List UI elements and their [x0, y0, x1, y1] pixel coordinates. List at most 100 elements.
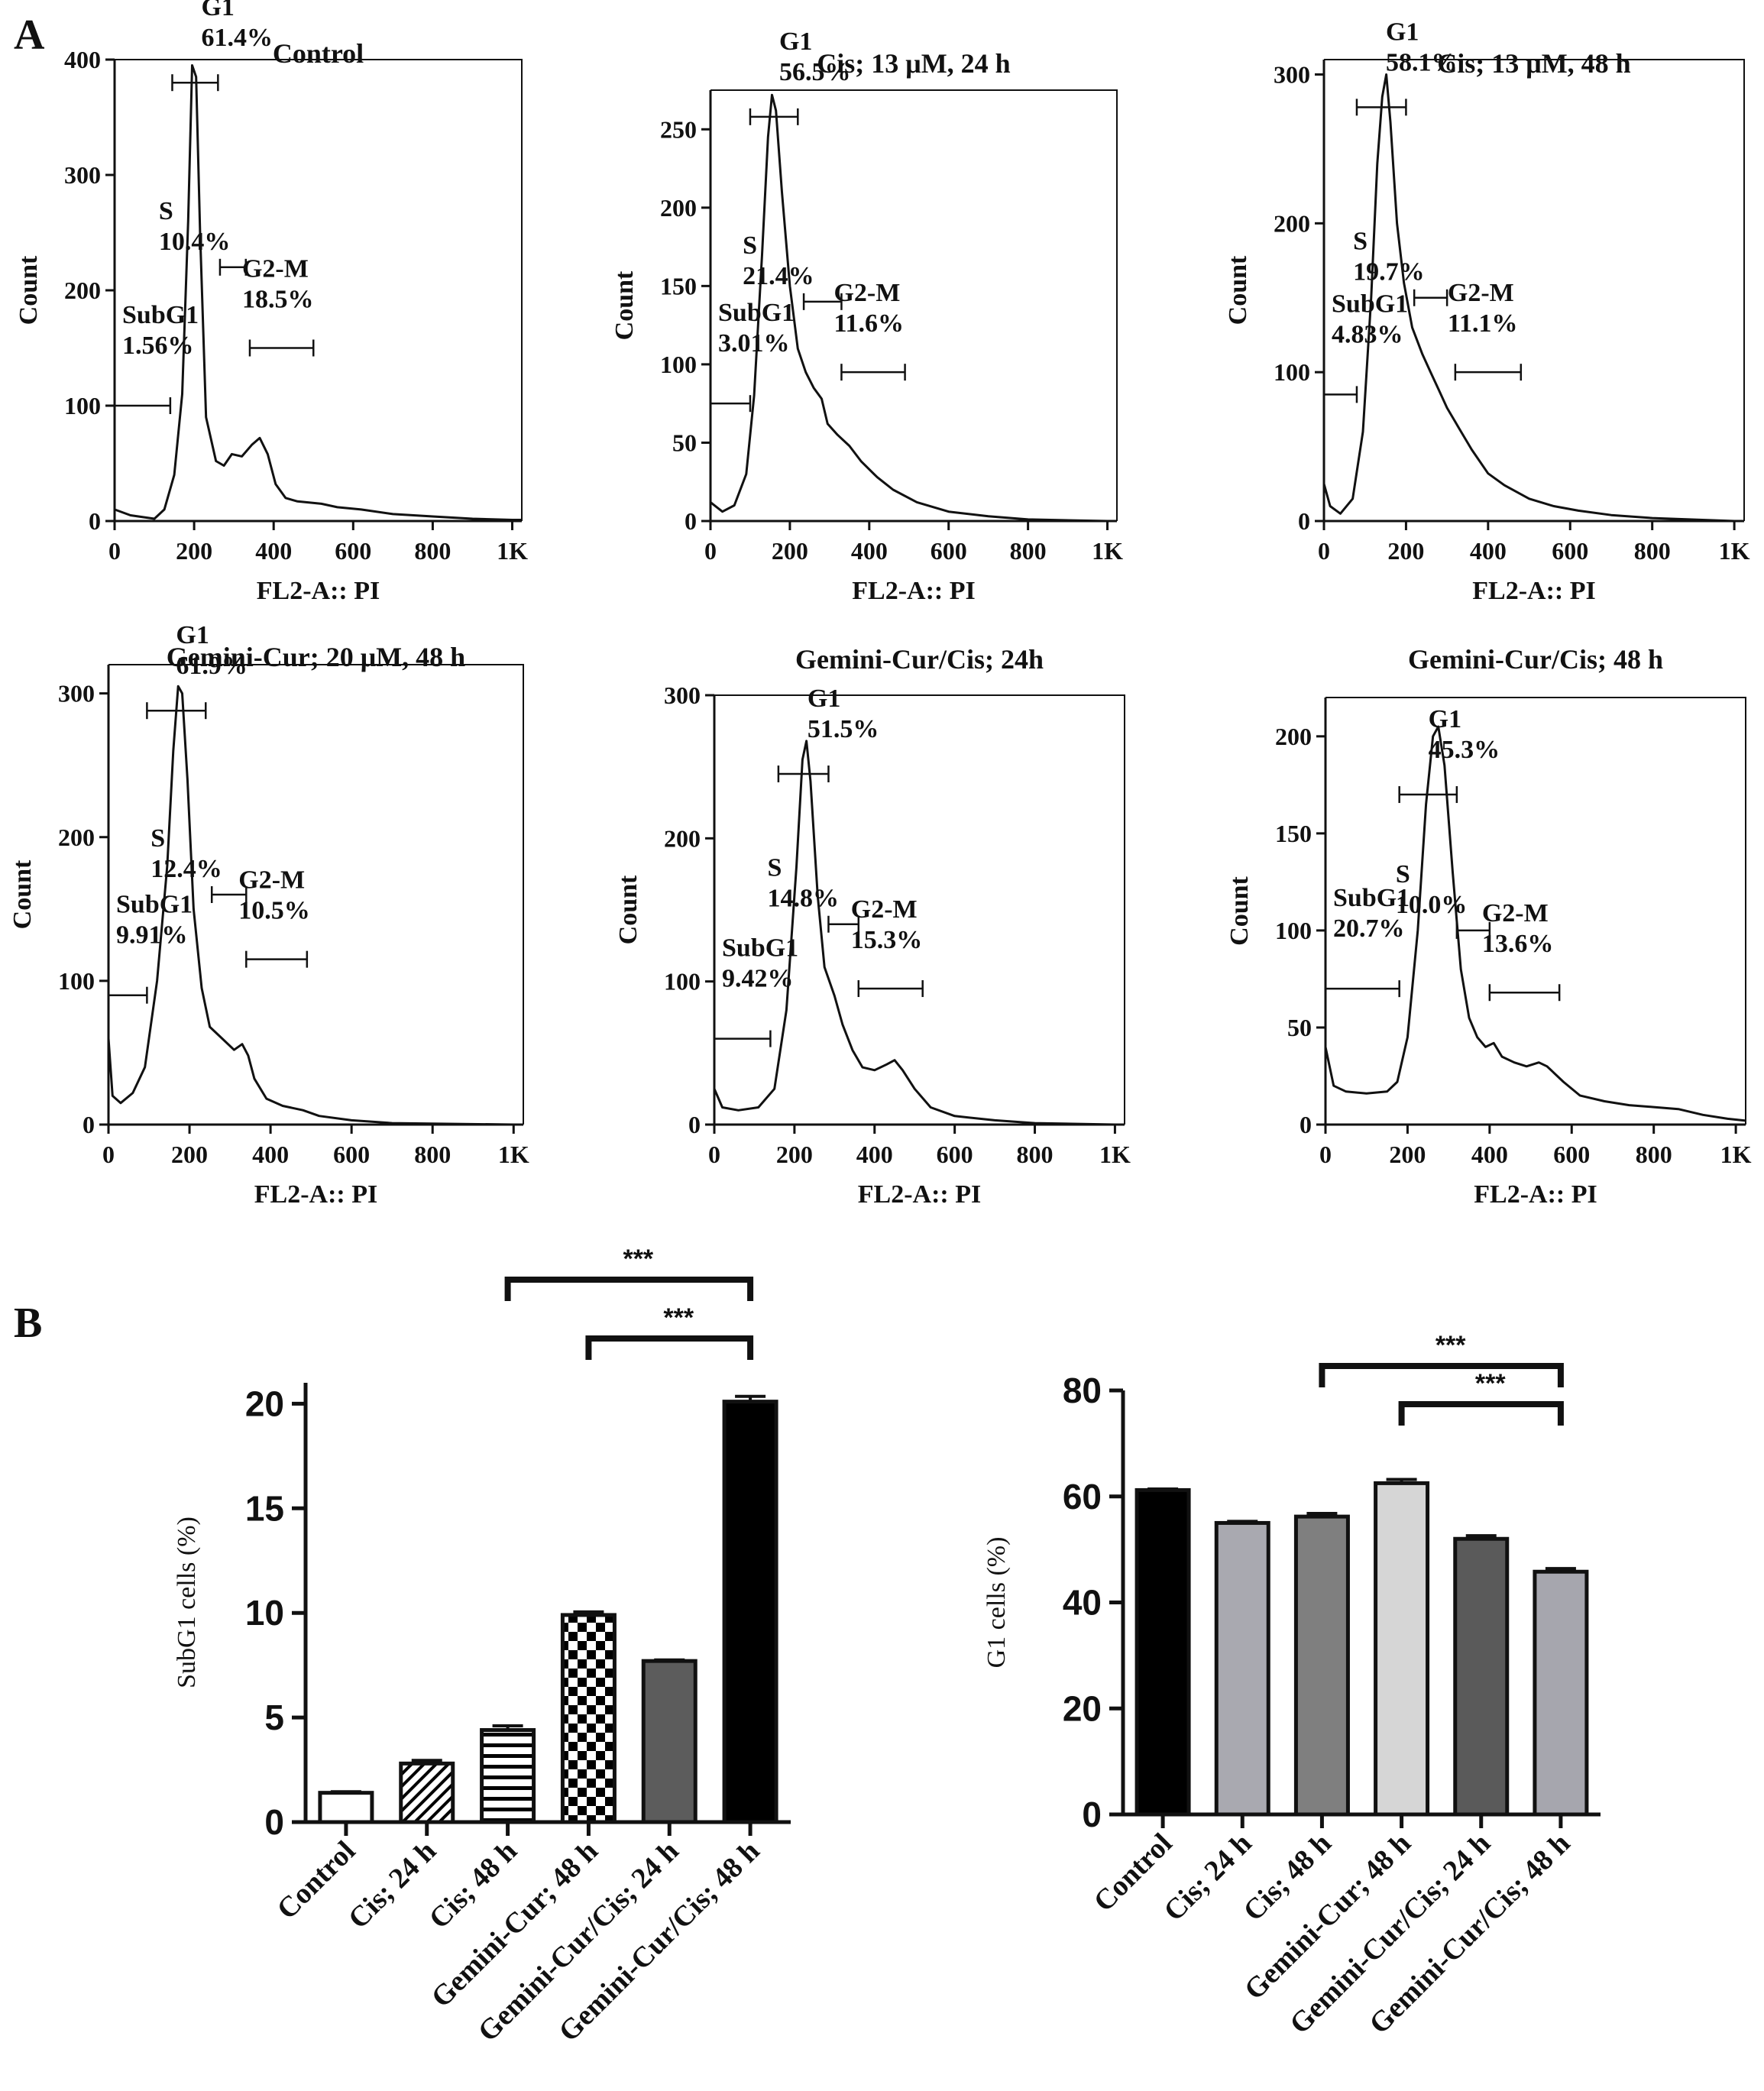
- x-axis-label: FL2-A:: PI: [257, 577, 380, 605]
- x-axis-label: FL2-A:: PI: [852, 577, 975, 605]
- x-tick-label: 600: [931, 537, 967, 565]
- histogram-hist-cis-24: Cis; 13 μM, 24 h 0 50 100 150 200 250 0 200 400 60…: [610, 28, 1123, 605]
- histogram-hist-control: Control 0 100 200 300 400 0 200 400 600 800 1K FL2-A…: [15, 0, 528, 605]
- y-tick-label: 100: [664, 968, 701, 995]
- y-axis-label: Count: [614, 875, 642, 944]
- x-tick-label: 1K: [497, 537, 528, 565]
- category-label: Cis; 24 h: [342, 1835, 442, 1935]
- y-tick-label: 20: [1063, 1688, 1102, 1728]
- significance-label: ***: [1475, 1369, 1506, 1398]
- y-tick-label: 20: [245, 1384, 284, 1423]
- y-tick-label: 200: [1274, 209, 1310, 237]
- gate-percent: 58.1%: [1386, 48, 1458, 76]
- x-tick-label: 200: [1389, 1141, 1426, 1168]
- y-tick-label: 300: [64, 161, 101, 189]
- y-tick-label: 0: [685, 507, 697, 535]
- histogram-trace: [114, 64, 522, 521]
- gate-s: S21.4%: [743, 231, 843, 310]
- plot-frame: [714, 694, 1125, 1125]
- y-tick-label: 0: [89, 507, 101, 535]
- gate-percent: 19.7%: [1353, 258, 1425, 286]
- gate-name: SubG1: [116, 891, 193, 919]
- y-axis-label: SubG1 cells (%): [173, 1516, 201, 1688]
- plot-title: Gemini-Cur; 20 μM, 48 h: [167, 642, 465, 672]
- gate-percent: 10.4%: [159, 228, 231, 256]
- bar-4: [1374, 1481, 1430, 1817]
- x-tick-label: 0: [1318, 537, 1330, 565]
- y-tick-label: 300: [1274, 60, 1310, 88]
- x-tick-label: 0: [704, 537, 717, 565]
- gate-percent: 45.3%: [1429, 736, 1500, 764]
- gate-percent: 56.5%: [779, 58, 851, 86]
- gate-percent: 11.6%: [833, 309, 904, 338]
- y-axis-label: Count: [610, 270, 639, 340]
- y-tick-label: 100: [1274, 358, 1310, 386]
- panel-label-a: A: [14, 11, 45, 59]
- y-axis-label: Count: [8, 859, 37, 929]
- x-tick-label: 400: [1470, 537, 1507, 565]
- bar-5: [641, 1659, 698, 1824]
- bar-1: [1134, 1487, 1191, 1817]
- gate-g2-m: G2-M11.6%: [833, 279, 906, 381]
- y-tick-label: 5: [264, 1698, 284, 1737]
- x-tick-label: 400: [851, 537, 888, 565]
- gate-name: S: [743, 231, 757, 260]
- significance-bracket: [1319, 1363, 1564, 1387]
- gate-name: G2-M: [242, 255, 309, 283]
- gate-name: S: [159, 197, 173, 225]
- histogram-trace: [710, 93, 1117, 523]
- plot-title: Gemini-Cur/Cis; 48 h: [1408, 644, 1663, 675]
- gate-g1: G1 61.9%: [146, 621, 248, 720]
- x-axis-label: FL2-A:: PI: [1472, 577, 1595, 605]
- gate-s: S 10.4%: [159, 197, 248, 276]
- x-tick-label: 400: [255, 537, 292, 565]
- y-tick-label: 200: [660, 194, 697, 222]
- gate-percent: 11.1%: [1448, 309, 1518, 338]
- y-tick-label: 0: [1300, 1111, 1312, 1138]
- gate-name: G1: [176, 621, 209, 649]
- x-tick-label: 0: [708, 1141, 720, 1168]
- x-tick-label: 600: [1553, 1141, 1590, 1168]
- x-tick-label: 200: [176, 537, 212, 565]
- panel-label-b: B: [14, 1300, 42, 1347]
- gate-name: S: [1353, 228, 1368, 256]
- x-axis-label: FL2-A:: PI: [858, 1180, 981, 1209]
- gate-g2-m: G2-M11.1%: [1448, 279, 1523, 381]
- x-tick-label: 1K: [498, 1141, 529, 1168]
- gate-name: SubG1: [122, 301, 199, 329]
- bar-6: [1533, 1569, 1589, 1817]
- significance-bracket: [1398, 1401, 1564, 1426]
- y-tick-label: 0: [83, 1111, 95, 1138]
- y-tick-label: 0: [1298, 507, 1310, 535]
- y-tick-label: 100: [660, 351, 697, 378]
- plot-frame: [710, 89, 1118, 521]
- plot-frame: [115, 59, 523, 521]
- y-tick-label: 80: [1063, 1371, 1102, 1410]
- y-tick-label: 150: [1275, 820, 1312, 847]
- gate-g2-m: G2-M 18.5%: [242, 255, 315, 357]
- bar-5: [1453, 1536, 1510, 1817]
- gate-name: G2-M: [851, 895, 918, 924]
- gate-percent: 9.91%: [116, 921, 188, 950]
- gate-name: G1: [1429, 705, 1461, 733]
- x-tick-label: 400: [252, 1141, 289, 1168]
- gate-g2-m: G2-M15.3%: [851, 895, 924, 998]
- y-tick-label: 40: [1063, 1583, 1102, 1623]
- gate-s: S10.0%: [1396, 860, 1491, 939]
- y-tick-label: 50: [1287, 1014, 1312, 1041]
- gate-percent: 61.4%: [201, 24, 273, 52]
- gate-percent: 18.5%: [242, 286, 314, 314]
- x-tick-label: 200: [776, 1141, 813, 1168]
- x-tick-label: 200: [171, 1141, 208, 1168]
- gate-percent: 1.56%: [122, 332, 194, 360]
- histogram-hist-gemini-48: Gemini-Cur; 20 μM, 48 h 0 100 200 300 0 200 400…: [8, 621, 529, 1209]
- x-tick-label: 600: [937, 1141, 973, 1168]
- y-tick-label: 100: [64, 392, 101, 419]
- significance-bracket: [585, 1335, 754, 1360]
- gate-name: G1: [201, 0, 234, 21]
- x-tick-label: 600: [1552, 537, 1588, 565]
